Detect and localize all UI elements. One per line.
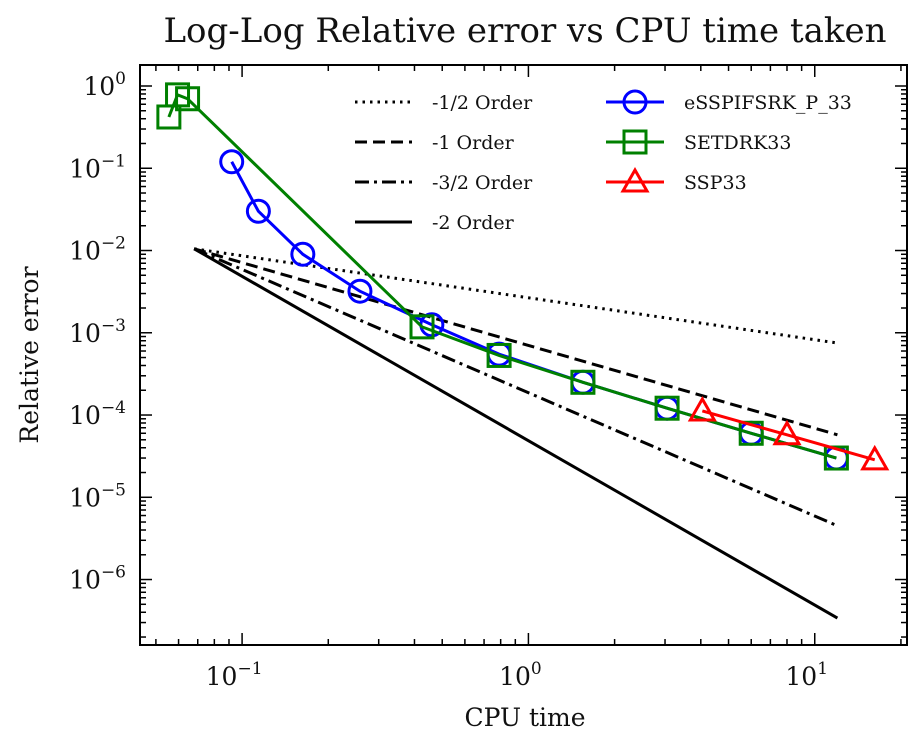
triangle-marker [687,395,717,422]
series-line [167,92,837,460]
square-marker [570,369,596,395]
square-marker [486,342,512,368]
series-line [230,161,837,460]
triangle-marker [772,419,802,446]
chart-title: Log-Log Relative error vs CPU time taken [163,11,886,51]
y-tick-label: 10−2 [69,234,126,266]
circle-marker [219,149,245,175]
square-marker [654,395,680,421]
y-tick-label: 10−5 [69,480,126,512]
y-axis-label: Relative error [15,266,44,443]
y-tick-label: 10−3 [69,316,126,348]
legend-circle-marker [622,89,648,115]
x-tick-label: 10−1 [206,659,263,691]
legend-label: eSSPIFSRK_P_33 [684,92,852,114]
legend-label: -3/2 Order [432,172,533,194]
legend-label: SSP33 [684,172,747,194]
square-marker [409,314,435,340]
reference-line-solid [193,247,839,620]
reference-line-dashed [193,247,838,437]
series-square [156,82,849,471]
square-marker [738,420,764,446]
legend-label: -1 Order [432,132,515,154]
y-tick-label: 10−4 [69,398,126,430]
tick-labels: 10−1 100 101 100 10−1 10−2 10−3 10−4 10−5 10−6 [69,69,828,691]
legend-label: SETDRK33 [684,132,791,154]
series-line [701,409,876,462]
x-tick-label: 100 [499,659,542,691]
legend-label: -2 Order [432,212,515,234]
square-marker [175,86,201,112]
series-triangle [687,395,890,471]
reference-line-dotted [193,247,838,345]
y-tick-label: 10−1 [69,151,126,183]
square-marker [823,445,849,471]
data-series [156,82,890,471]
circle-marker [347,278,373,304]
x-axis-label: CPU time [464,703,585,732]
triangle-marker [860,444,890,471]
reference-lines [193,247,839,620]
minor-ticks [140,65,907,645]
circle-marker [290,241,316,267]
legend-triangle-marker [620,166,650,193]
x-tick-label: 101 [785,659,828,691]
legend-label: -1/2 Order [432,92,533,114]
reference-line-dashdot [193,247,839,528]
y-tick-label: 100 [83,69,126,101]
legend: -1/2 Order -1 Order -3/2 Order -2 Order eSSP… [355,89,852,234]
legend-square-marker [622,129,648,155]
circle-marker [245,198,271,224]
plot-frame [139,64,908,646]
y-tick-label: 10−6 [69,563,126,595]
